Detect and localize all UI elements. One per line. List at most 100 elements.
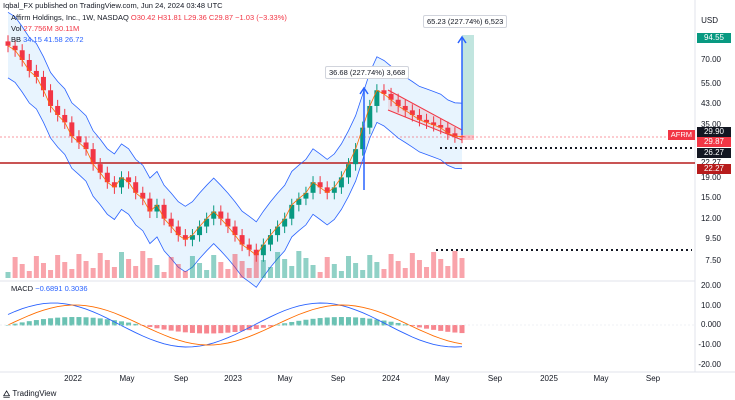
candle-body [12,45,18,51]
volume-bar [48,270,54,278]
macd-values: −0.6891 0.3036 [35,284,88,293]
volume-bar [97,253,103,278]
volume-bar [267,267,273,278]
macd-histogram-bar [296,320,302,326]
volume-bar [331,264,337,278]
candle-body [97,164,103,173]
macd-histogram-bar [161,325,167,330]
measure-label-mid: 36.68 (227.74%) 3,668 [325,66,410,79]
candle-body [189,235,195,240]
volume-bar [317,272,323,278]
candle-body [40,76,46,91]
macd-tick: -20.00 [698,360,721,369]
volume-bar [189,256,195,278]
volume-bar [324,257,330,278]
bb-label: BB [11,35,22,44]
channel-bottom [387,109,463,141]
arrow-head-mid [359,86,369,95]
signal-line [7,304,463,346]
macd-histogram-bar [97,318,103,326]
candle-body [204,218,210,227]
price-tick: 7.50 [705,256,721,265]
time-tick: 2024 [382,374,400,383]
volume-bar [133,266,139,278]
volume-bar [126,259,132,278]
macd-histogram-bar [282,323,288,326]
macd-histogram-bar [445,325,451,332]
legend-symbol: Affirm Holdings, Inc., 1W, NASDAQ O30.42… [11,13,287,22]
time-tick: May [593,374,609,383]
candle-body [239,235,245,245]
volume-bar [338,271,344,278]
volume-bar [154,265,160,278]
candle-body [346,164,351,178]
published-header: Iqbal_FX published on TradingView.com, J… [3,1,223,10]
vol-value: 27.756M 30.11M [23,24,80,33]
macd-histogram-bar [459,325,465,334]
volume-bar [33,256,39,278]
macd-label: MACD [11,284,34,293]
macd-histogram-bar [33,320,39,326]
candle-body [33,70,39,77]
price-tick: 15.00 [700,193,721,202]
volume-bar [62,262,68,278]
bb-upper-line [7,11,463,223]
candle-body [119,177,124,188]
symbol-text: Affirm Holdings, Inc., 1W, NASDAQ [11,13,129,22]
tradingview-logo[interactable]: ⧋ TradingView [3,389,57,398]
volume-bar [289,266,295,278]
macd-histogram-bar [260,325,266,328]
macd-histogram-bar [331,317,337,326]
candle-body [253,249,259,256]
volume-bar [204,270,210,278]
macd-histogram-bar [338,317,344,326]
stop-box [462,135,474,140]
time-tick: 2023 [224,374,242,383]
candle-body [225,218,231,227]
price-tick: 35.00 [700,120,721,129]
macd-histogram-bar [416,325,422,328]
volume-bar [12,257,18,278]
macd-histogram-bar [289,322,295,326]
macd-histogram-bar [424,325,430,329]
volume-bar [246,268,252,278]
volume-bar [381,269,387,278]
macd-line [7,302,463,348]
candle-body [267,235,273,245]
candle-body [182,235,188,240]
macd-tick: 0.000 [700,320,721,329]
candle-body [232,226,238,236]
candle-body [367,105,373,128]
volume-bar [416,260,422,278]
macd-histogram-bar [48,318,54,326]
volume-bar [239,261,245,278]
price-tick: 19.00 [700,173,721,182]
macd-histogram-bar [452,325,458,333]
macd-histogram-bar [353,317,359,326]
macd-histogram-bar [438,325,444,331]
macd-histogram-bar [104,319,110,326]
macd-histogram-bar [40,319,46,326]
candle-body [452,133,458,137]
macd-histogram-bar [111,320,117,326]
candle-body [338,177,344,188]
macd-histogram-bar [26,321,32,326]
price-tag: 26.27 [697,148,731,158]
candle-body [246,244,252,250]
macd-histogram-bar [409,325,415,327]
candle-body [48,90,54,106]
time-tick: 2025 [540,374,558,383]
macd-histogram-bar [197,325,203,334]
candle-body [445,127,451,134]
volume-bar [168,257,174,278]
candle-body [324,187,330,193]
macd-histogram-bar [360,317,366,326]
volume-bar [197,263,203,278]
candle-body [76,136,82,143]
candle-body [19,50,25,60]
candle-body [90,149,96,165]
measure-label-top: 65.23 (227.74%) 6,523 [423,15,508,28]
macd-histogram-bar [239,325,245,332]
volume-bar [260,260,266,278]
